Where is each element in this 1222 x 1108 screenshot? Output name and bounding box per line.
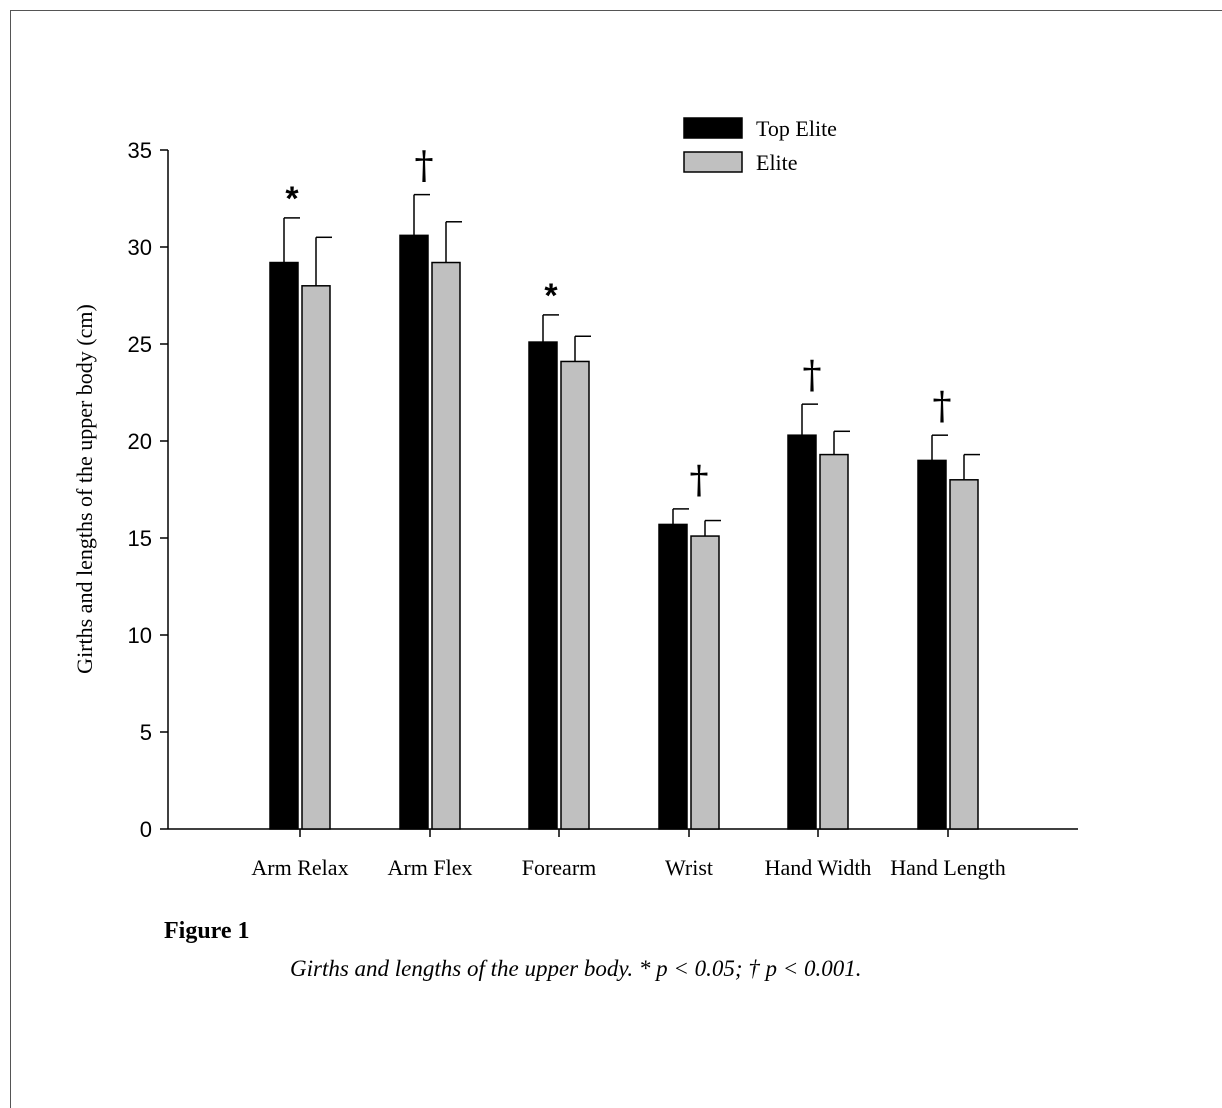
legend-swatch <box>683 117 743 139</box>
significance-marker: † <box>415 144 434 188</box>
x-tick-label: Hand Width <box>765 855 872 880</box>
y-tick-label: 35 <box>128 138 152 163</box>
y-tick-label: 0 <box>140 817 152 842</box>
figure-caption: Girths and lengths of the upper body. * … <box>290 956 862 981</box>
y-tick-label: 25 <box>128 332 152 357</box>
x-tick-label: Arm Flex <box>388 855 473 880</box>
bar-elite <box>819 453 849 830</box>
y-tick-label: 30 <box>128 235 152 260</box>
bar-top-elite <box>658 523 688 830</box>
bar-elite <box>690 535 720 830</box>
bar-top-elite <box>787 434 817 830</box>
bar-top-elite <box>399 234 429 830</box>
figure-label: Figure 1 <box>164 918 250 944</box>
y-axis: 0 5 10 15 20 25 30 35 <box>128 138 169 842</box>
error-bars <box>283 193 980 537</box>
bar-elite <box>431 261 461 830</box>
legend-swatch <box>683 151 743 173</box>
legend-label: Elite <box>756 150 798 175</box>
bar-elite <box>301 285 331 830</box>
legend: Top Elite Elite <box>683 116 837 175</box>
x-tick-label: Forearm <box>522 855 597 880</box>
x-tick-label: Wrist <box>665 855 713 880</box>
x-tick-label: Hand Length <box>890 855 1005 880</box>
legend-label: Top Elite <box>756 116 837 141</box>
y-tick-label: 15 <box>128 526 152 551</box>
y-axis-title: Girths and lengths of the upper body (cm… <box>72 304 97 674</box>
bars <box>269 234 979 830</box>
bar-top-elite <box>528 341 558 830</box>
significance-markers: * † * † † † <box>285 144 951 502</box>
significance-marker: * <box>544 277 558 315</box>
bar-top-elite <box>917 459 947 830</box>
y-tick-label: 20 <box>128 429 152 454</box>
significance-marker: * <box>285 180 299 218</box>
bar-elite <box>949 479 979 830</box>
significance-marker: † <box>933 384 952 428</box>
y-tick-label: 5 <box>140 720 152 745</box>
figure-frame <box>10 10 1222 1108</box>
bar-top-elite <box>269 261 299 830</box>
bar-elite <box>560 360 590 830</box>
x-axis: Arm Relax Arm Flex Forearm Wrist Hand Width H… <box>168 828 1078 880</box>
significance-marker: † <box>803 353 822 397</box>
y-tick-label: 10 <box>128 623 152 648</box>
bar-chart: 0 5 10 15 20 25 30 35 Arm Relax Arm Flex Forearm W… <box>72 116 1078 880</box>
x-tick-label: Arm Relax <box>251 855 348 880</box>
significance-marker: † <box>690 458 709 502</box>
